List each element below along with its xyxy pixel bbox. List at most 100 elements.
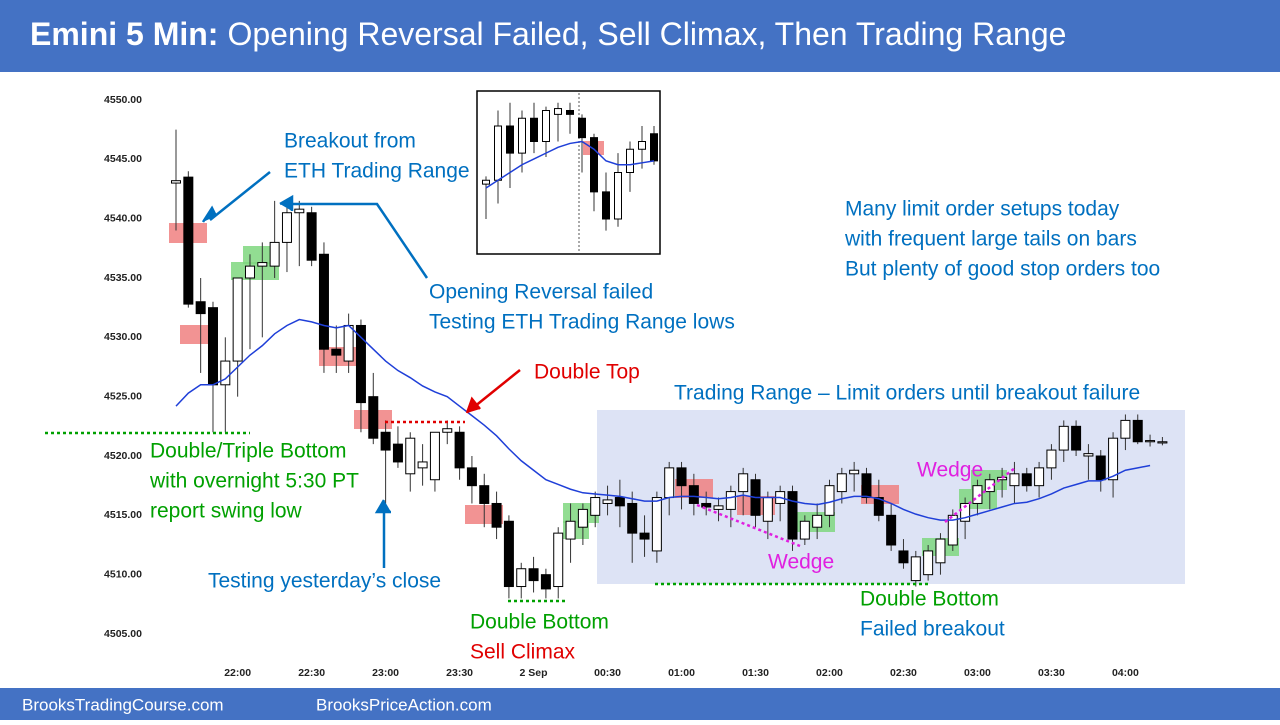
bull-candle <box>577 508 588 528</box>
bear-candle <box>331 348 342 356</box>
annotations: Breakout from ETH Trading Range Opening Re… <box>149 130 1160 664</box>
bull-candle <box>947 514 958 546</box>
bull-candle <box>232 277 243 362</box>
x-tick-label: 03:30 <box>1038 667 1065 679</box>
annotation: Opening Reversal failed <box>429 281 653 304</box>
bear-candle <box>602 191 610 220</box>
bear-candle <box>787 491 798 540</box>
bull-candle <box>626 148 634 173</box>
bear-candle <box>614 497 625 507</box>
x-tick-label: 03:00 <box>964 667 991 679</box>
bull-candle <box>442 428 453 433</box>
annotation: Wedge <box>917 459 983 482</box>
bear-candle <box>861 473 872 499</box>
bear-candle <box>886 514 897 546</box>
bull-candle <box>836 473 847 493</box>
bull-candle <box>269 241 280 267</box>
bear-candle <box>627 502 638 534</box>
bull-candle <box>1120 419 1131 439</box>
plot: 4505.00 4510.00 4515.00 4520.00 4525.00 4530.… <box>104 94 1168 679</box>
footer-link: BrooksPriceAction.com <box>316 695 492 714</box>
guides <box>45 171 1016 603</box>
arrow-head <box>201 205 218 223</box>
bull-candle <box>405 437 416 475</box>
bear-candle <box>454 431 465 469</box>
bull-candle <box>713 505 724 510</box>
annotation: Breakout from <box>284 130 416 153</box>
annotation: Sell Climax <box>470 641 576 664</box>
arrow-head <box>465 396 481 414</box>
bull-candle <box>638 141 646 150</box>
bear-candle <box>873 497 884 516</box>
arrow <box>209 171 271 221</box>
bull-candle <box>1009 473 1020 487</box>
bull-candle <box>984 479 995 493</box>
bull-candle <box>799 520 810 540</box>
ema-line <box>175 318 1151 521</box>
bear-candle <box>590 137 598 193</box>
bear-candle <box>540 574 551 590</box>
x-tick-label: 00:30 <box>594 667 621 679</box>
bull-candle <box>910 556 921 582</box>
bull-candle <box>664 467 675 499</box>
bear-candle <box>479 485 490 504</box>
bull-candle <box>1034 467 1045 487</box>
annotation: Testing yesterday’s close <box>208 570 441 593</box>
y-tick-label: 4515.00 <box>104 509 142 521</box>
y-tick-label: 4530.00 <box>104 331 142 343</box>
bull-candle <box>738 473 749 493</box>
bull-candle <box>1108 437 1119 481</box>
bull-candle <box>602 499 613 504</box>
bull-candle <box>923 550 934 576</box>
bull-candle <box>590 497 601 516</box>
bear-candle <box>503 520 514 588</box>
annotation: Failed breakout <box>860 618 1005 641</box>
x-tick-label: 22:00 <box>224 667 251 679</box>
x-tick-label: 22:30 <box>298 667 325 679</box>
x-tick-label: 2 Sep <box>520 667 548 679</box>
bear-candle <box>195 301 206 315</box>
wedge-line <box>944 467 1016 523</box>
annotation: with overnight 5:30 PT <box>149 470 359 493</box>
y-tick-label: 4510.00 <box>104 568 142 580</box>
annotation: Double/Triple Bottom <box>150 440 346 463</box>
bull-candle <box>812 514 823 528</box>
bear-candle <box>392 443 403 463</box>
footer-link: BrooksTradingCourse.com <box>22 695 224 714</box>
annotation: Trading Range – Limit orders until break… <box>674 382 1140 405</box>
bull-candle <box>257 262 268 267</box>
bull-candle <box>542 110 550 142</box>
bull-candle <box>518 117 526 154</box>
annotation: Double Top <box>534 361 640 384</box>
header-bar <box>0 0 1280 72</box>
x-tick-label: 01:30 <box>742 667 769 679</box>
y-tick-label: 4540.00 <box>104 212 142 224</box>
inset-plot <box>482 102 658 231</box>
bull-candle <box>220 360 231 386</box>
annotation: Double Bottom <box>860 588 999 611</box>
x-tick-label: 01:00 <box>668 667 695 679</box>
annotation: Testing ETH Trading Range lows <box>429 311 735 334</box>
bear-candle <box>688 485 699 504</box>
bull-candle <box>960 502 971 522</box>
bull-candle <box>1157 441 1168 444</box>
x-tick-label: 02:30 <box>890 667 917 679</box>
bull-candle <box>972 485 983 504</box>
bear-candle <box>491 502 502 528</box>
y-tick-label: 4550.00 <box>104 94 142 106</box>
bull-candle <box>614 172 622 220</box>
bull-candle <box>1046 449 1057 469</box>
arrow-head <box>279 194 294 211</box>
bull-candle <box>935 538 946 564</box>
bear-candle <box>1095 455 1106 481</box>
arrow <box>286 202 429 279</box>
y-tick-label: 4535.00 <box>104 272 142 284</box>
annotation: ETH Trading Range <box>284 160 470 183</box>
bull-candle <box>171 180 181 184</box>
bear-candle <box>466 467 477 487</box>
title-bold: Emini 5 Min: <box>30 16 218 52</box>
arrow <box>473 369 521 408</box>
wedge-line <box>696 503 801 548</box>
bear-candle <box>528 568 539 582</box>
